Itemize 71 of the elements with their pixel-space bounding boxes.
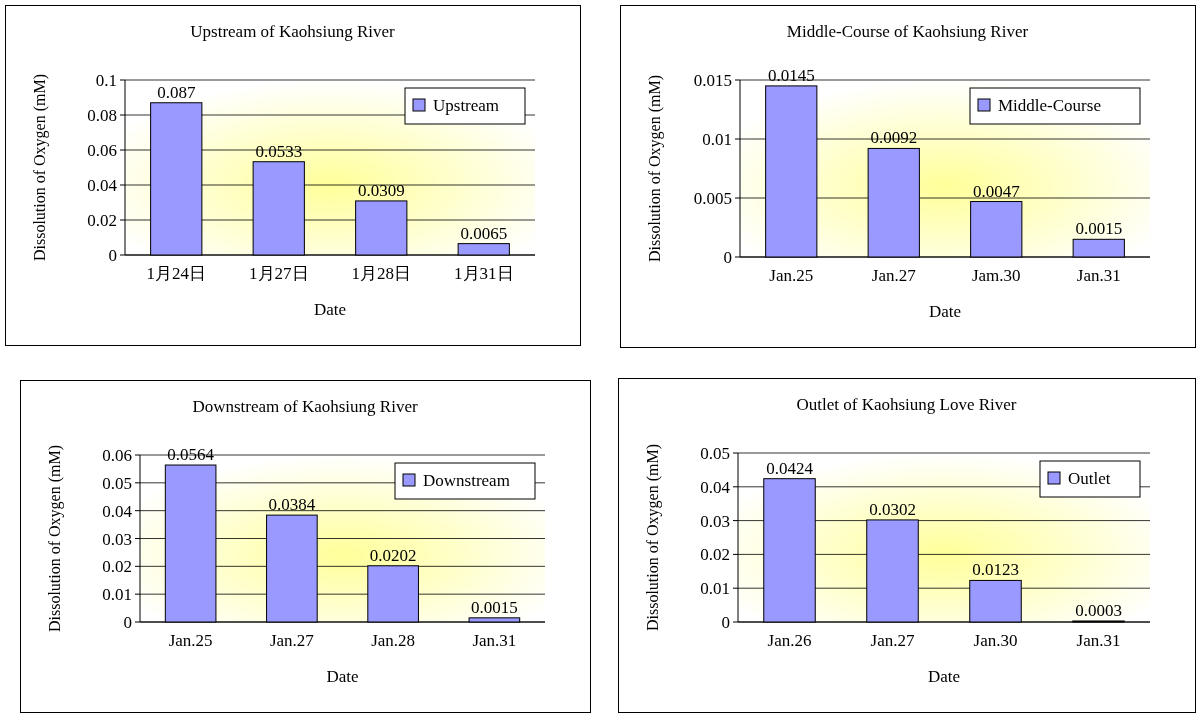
y-tick-label: 0.05 [700,444,730,463]
data-label: 0.0047 [972,181,1021,201]
y-axis-title: Dissolution of Oxygen (mM) [646,74,664,263]
y-tick-label: 0.03 [700,511,730,531]
y-tick-label: 0 [108,246,117,265]
data-label: 0.0065 [460,223,508,243]
x-tick-label: Jan.27 [871,266,917,285]
x-tick-label: 1月31日 [454,264,514,283]
y-tick-label: 0.04 [87,176,118,195]
data-label: 0.0384 [268,495,316,515]
data-label: 0.0092 [870,128,918,148]
data-label: 0.0302 [869,499,916,519]
y-tick-label: 0 [723,248,732,267]
y-tick-label: 0.005 [693,189,732,208]
y-axis-title: Dissolution of Oxygen (mM) [644,443,662,632]
chart-title: Upstream of Kaohsiung River [190,22,396,41]
x-tick-label: Jan.31 [472,631,517,650]
data-label: 0.0309 [357,180,405,200]
chart-title: Middle-Course of Kaohsiung River [786,22,1029,41]
data-label: 0.0015 [471,597,518,617]
x-tick-label: Jan.26 [767,631,812,650]
x-tick-label: 1月24日 [146,264,206,283]
y-tick-label: 0.1 [95,71,117,90]
x-tick-label: Jan.31 [1076,631,1121,650]
y-tick-label: 0.03 [102,529,132,549]
chart-title: Outlet of Kaohsiung Love River [796,395,1017,414]
data-label: 0.0533 [255,141,303,161]
x-axis-title: Date [927,667,961,686]
data-label: 0.0424 [766,458,814,478]
y-tick-label: 0.02 [87,211,117,230]
x-tick-label: 1月27日 [249,264,309,283]
x-tick-label: Jan.25 [769,266,814,285]
y-tick-label: 0 [721,613,730,632]
chart-title: Downstream of Kaohsiung River [192,397,418,416]
y-tick-label: 0.08 [87,106,117,125]
data-label: 0.0145 [767,65,815,85]
data-label: 0.087 [157,82,196,102]
x-tick-label: Jan.31 [1076,266,1121,285]
x-tick-label: Jan.27 [269,631,315,650]
y-tick-label: 0.06 [102,446,132,465]
x-axis-title: Date [326,667,359,686]
x-tick-label: 1月28日 [351,264,411,283]
x-tick-label: Jan.28 [371,631,416,650]
data-label: 0.0003 [1075,600,1122,620]
data-label: 0.0564 [167,445,215,465]
y-axis-title: Dissolution of Oxygen (mM) [46,444,64,633]
x-axis-title: Date [928,302,962,321]
y-axis-title: Dissolution of Oxygen (mM) [31,73,49,262]
x-tick-label: Jan.30 [973,631,1018,650]
legend-label: Outlet [1068,469,1111,488]
y-tick-label: 0.015 [693,71,732,90]
legend-label: Downstream [423,471,510,490]
y-tick-label: 0.02 [102,557,132,577]
x-tick-label: Jan.27 [870,631,915,650]
y-tick-label: 0.05 [102,473,132,493]
y-tick-label: 0.01 [700,579,730,599]
y-tick-label: 0.01 [102,585,132,605]
y-tick-label: 0.01 [702,130,732,149]
x-axis-title: Date [313,300,347,319]
legend-label: Upstream [433,96,500,115]
y-tick-label: 0.04 [102,501,133,521]
x-tick-label: Jam.30 [971,266,1021,285]
data-label: 0.0123 [972,560,1019,580]
legend-label: Middle-Course [998,96,1101,115]
data-label: 0.0015 [1075,219,1123,239]
y-tick-label: 0.06 [87,141,117,160]
y-tick-label: 0.02 [700,545,730,565]
x-tick-label: Jan.25 [168,631,213,650]
y-tick-label: 0.04 [700,477,731,497]
data-label: 0.0202 [369,545,417,565]
y-tick-label: 0 [123,613,132,632]
